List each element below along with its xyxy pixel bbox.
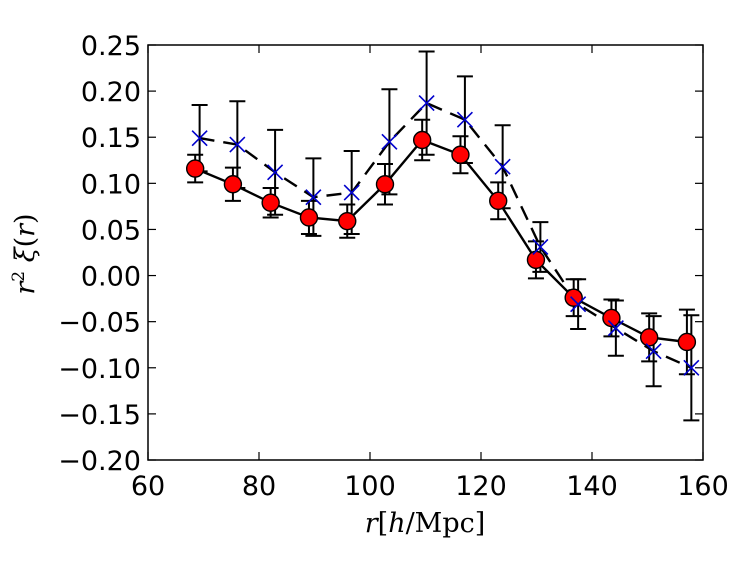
x-tick-label: 80: [242, 471, 276, 502]
data-point: [299, 208, 319, 227]
data-point: [489, 191, 508, 211]
data-point: [526, 250, 546, 270]
y-tick-label: 0.15: [81, 123, 141, 154]
data-point: [381, 133, 398, 150]
data-point: [261, 193, 280, 212]
data-point: [229, 136, 246, 153]
y-tick-label: −0.05: [58, 308, 141, 339]
plot-area: [185, 50, 700, 422]
x-tick-label: 60: [131, 471, 165, 502]
y-axis-label: r2 ξ(r): [9, 213, 41, 294]
data-point: [185, 159, 205, 178]
data-point: [418, 95, 435, 112]
x-tick-label: 100: [344, 471, 396, 502]
y-tick-label: −0.10: [58, 354, 141, 385]
data-point: [412, 130, 432, 150]
data-point: [607, 320, 624, 337]
data-point: [338, 211, 357, 231]
data-point: [683, 359, 700, 376]
data-point: [532, 238, 549, 256]
data-point: [564, 288, 583, 307]
y-tick-label: 0.10: [81, 169, 141, 200]
x-tick-label: 160: [677, 471, 729, 502]
data-point: [451, 145, 470, 164]
y-tick-label: 0.25: [81, 31, 141, 62]
y-tick-label: −0.15: [58, 400, 141, 431]
data-point: [223, 175, 243, 194]
data-point: [343, 184, 360, 201]
data-point: [456, 111, 473, 128]
series-2-line: [199, 101, 692, 369]
data-point: [639, 328, 659, 347]
plot-frame: [147, 44, 704, 461]
data-point: [305, 189, 322, 206]
data-point: [570, 296, 587, 313]
data-point: [645, 343, 662, 360]
data-point: [267, 164, 284, 181]
data-point: [602, 308, 621, 328]
y-tick-label: 0.05: [81, 215, 141, 246]
data-point: [677, 332, 697, 352]
data-point: [375, 175, 395, 194]
data-point: [191, 130, 208, 147]
x-tick-label: 140: [566, 471, 618, 502]
x-tick-label: 120: [455, 471, 507, 502]
y-tick-label: −0.20: [58, 446, 141, 477]
y-tick-label: 0.00: [81, 262, 141, 293]
y-tick-label: 0.20: [81, 77, 141, 108]
data-point: [494, 158, 511, 175]
axes: 60 80 100 120 140 160 0.25 0.20 0.15 0.10 0.05 0.00…: [58, 31, 729, 502]
x-axis-label: r[h/Mpc]: [365, 508, 486, 539]
